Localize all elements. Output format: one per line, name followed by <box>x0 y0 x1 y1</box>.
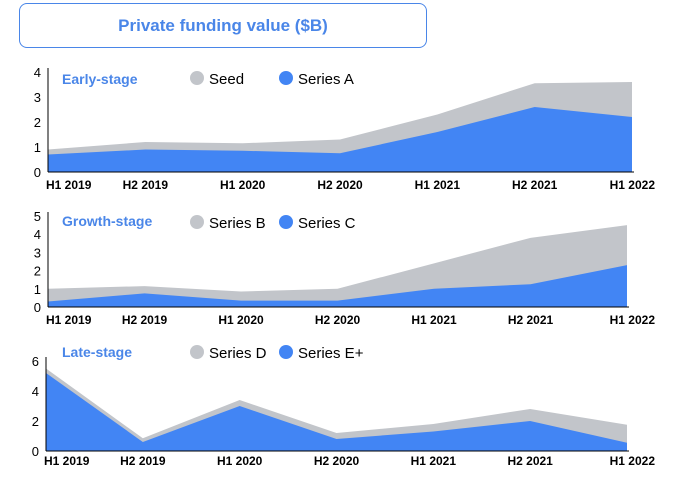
x-tick-label: H1 2021 <box>411 454 457 468</box>
chart-title-box: Private funding value ($B) <box>19 3 427 48</box>
x-tick-label: H2 2020 <box>314 454 360 468</box>
legend-swatch <box>190 71 204 85</box>
area-series-a <box>48 107 632 172</box>
legend-swatch <box>279 71 293 85</box>
panel-title: Growth-stage <box>62 213 152 229</box>
y-tick-label: 0 <box>34 165 41 180</box>
legend-swatch <box>279 215 293 229</box>
x-tick-label: H2 2021 <box>508 313 554 327</box>
x-tick-label: H1 2021 <box>411 313 457 327</box>
y-tick-label: 1 <box>34 282 41 297</box>
legend-label: Series A <box>298 71 354 88</box>
x-tick-label: H1 2019 <box>44 454 90 468</box>
x-tick-label: H2 2021 <box>507 454 553 468</box>
x-tick-label: H2 2021 <box>512 178 558 192</box>
x-tick-label: H2 2019 <box>122 313 168 327</box>
x-tick-label: H1 2020 <box>218 313 264 327</box>
x-tick-label: H2 2019 <box>120 454 166 468</box>
y-tick-label: 4 <box>34 227 41 242</box>
x-tick-label: H1 2020 <box>220 178 266 192</box>
legend-swatch <box>190 345 204 359</box>
x-tick-label: H2 2020 <box>315 313 361 327</box>
x-tick-label: H1 2022 <box>610 454 656 468</box>
legend-label: Series D <box>209 345 267 362</box>
x-tick-label: H1 2020 <box>217 454 263 468</box>
panel-title: Late-stage <box>62 344 132 360</box>
x-tick-label: H1 2022 <box>610 313 656 327</box>
y-tick-label: 3 <box>34 245 41 260</box>
legend-swatch <box>279 345 293 359</box>
area-series-c <box>48 265 627 307</box>
y-tick-label: 0 <box>34 300 41 315</box>
y-tick-label: 4 <box>34 65 41 80</box>
legend-label: Series C <box>298 215 356 232</box>
y-tick-label: 3 <box>34 90 41 105</box>
legend-label: Series B <box>209 215 266 232</box>
page-title: Private funding value ($B) <box>118 15 328 35</box>
x-tick-label: H1 2022 <box>610 178 656 192</box>
x-tick-label: H1 2019 <box>46 313 92 327</box>
y-tick-label: 0 <box>32 444 39 459</box>
area-series-e-plus <box>46 373 627 451</box>
y-tick-label: 4 <box>32 384 39 399</box>
y-tick-label: 6 <box>32 354 39 369</box>
x-tick-label: H1 2019 <box>46 178 92 192</box>
y-tick-label: 2 <box>32 414 39 429</box>
panel-title: Early-stage <box>62 71 138 87</box>
legend-swatch <box>190 215 204 229</box>
y-tick-label: 2 <box>34 264 41 279</box>
y-tick-label: 5 <box>34 209 41 224</box>
y-tick-label: 2 <box>34 115 41 130</box>
x-tick-label: H1 2021 <box>415 178 461 192</box>
x-tick-label: H2 2019 <box>123 178 169 192</box>
legend-label: Seed <box>209 71 244 88</box>
x-tick-label: H2 2020 <box>317 178 363 192</box>
y-tick-label: 1 <box>34 140 41 155</box>
legend-label: Series E+ <box>298 345 364 362</box>
